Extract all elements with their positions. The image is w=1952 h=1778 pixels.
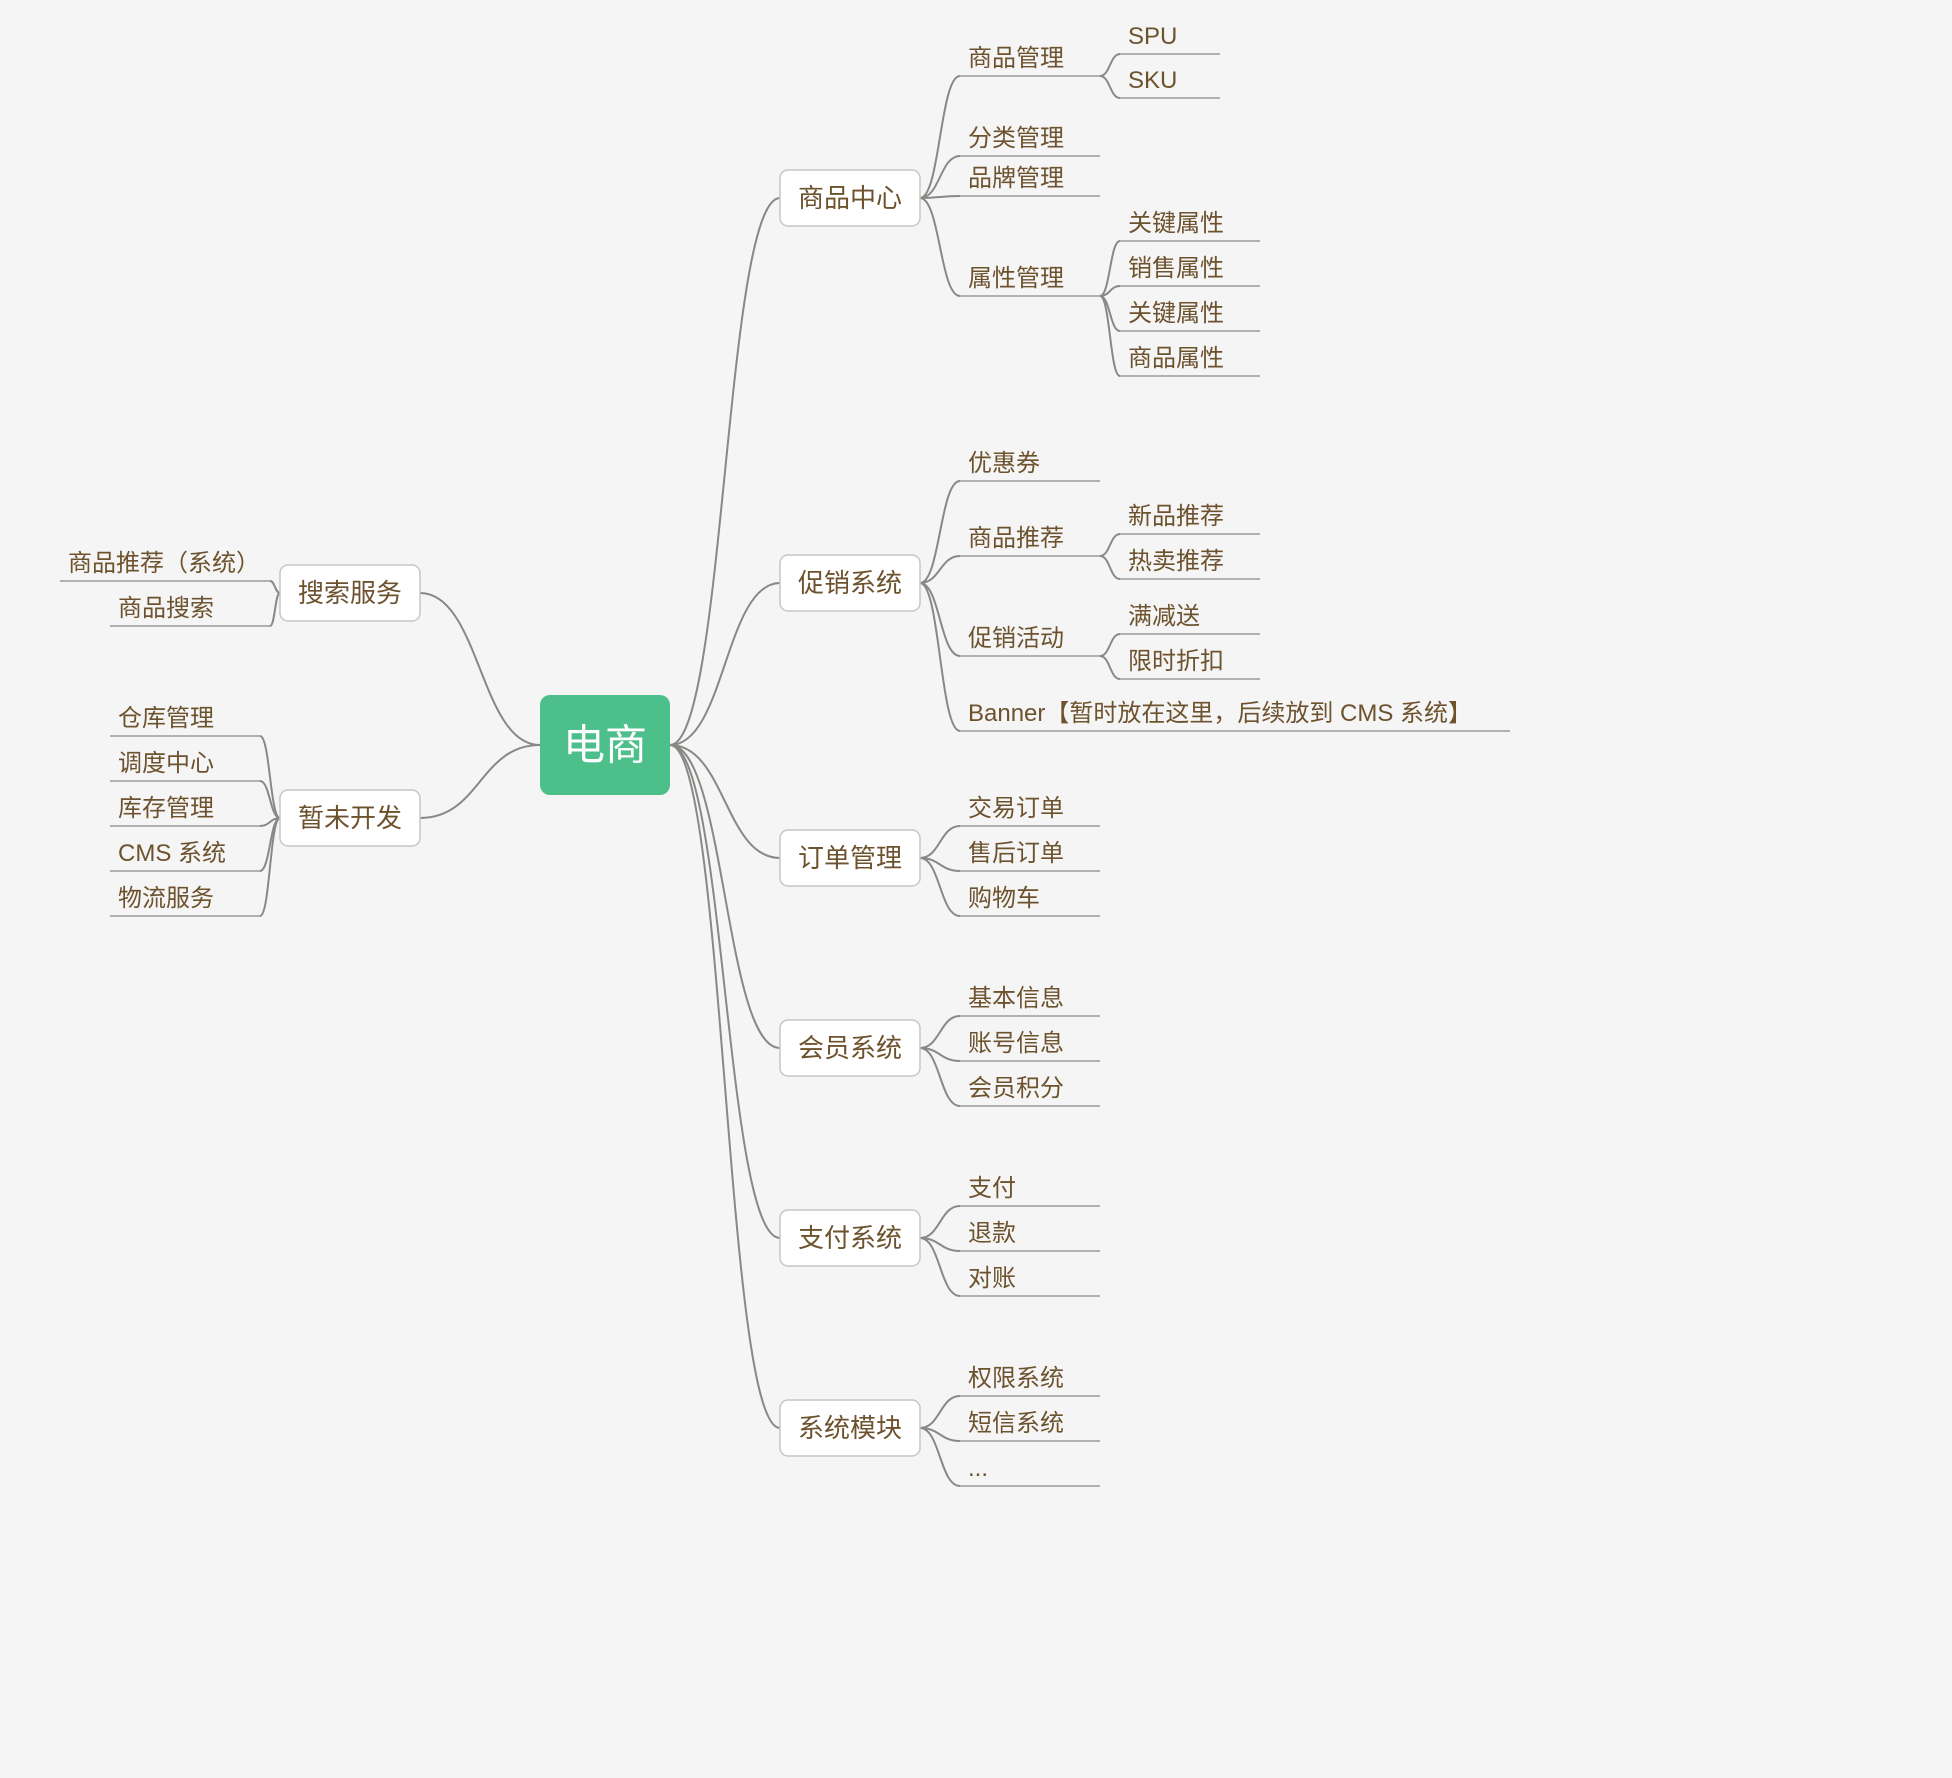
leaf-label[interactable]: 促销活动 [968,625,1064,652]
leaf-label[interactable]: 优惠券 [968,450,1040,477]
leaf-label[interactable]: 商品属性 [1128,345,1224,372]
branch-label: 订单管理 [798,843,902,873]
leaf-label[interactable]: 关键属性 [1128,210,1224,237]
leaf-label[interactable]: 品牌管理 [968,165,1064,192]
leaf-label[interactable]: 交易订单 [968,795,1064,822]
branch-label: 商品中心 [798,183,902,213]
root-label: 电商 [563,722,647,769]
leaf-label[interactable]: 满减送 [1128,603,1200,630]
leaf-label[interactable]: 热卖推荐 [1128,548,1224,575]
leaf-label[interactable]: 调度中心 [118,750,214,777]
branch-label: 支付系统 [798,1223,902,1253]
leaf-label[interactable]: 售后订单 [968,840,1064,867]
leaf-label[interactable]: 分类管理 [968,125,1064,152]
branch-label: 搜索服务 [298,578,402,608]
leaf-label[interactable]: 仓库管理 [118,705,214,732]
leaf-label[interactable]: 销售属性 [1128,255,1224,282]
leaf-label[interactable]: 商品搜索 [118,595,214,622]
leaf-label[interactable]: 新品推荐 [1128,503,1224,530]
leaf-label[interactable]: 属性管理 [968,265,1064,292]
leaf-label[interactable]: 库存管理 [118,795,214,822]
leaf-label[interactable]: CMS 系统 [118,840,226,867]
branch-label: 系统模块 [798,1413,902,1443]
leaf-label[interactable]: 对账 [968,1265,1016,1292]
leaf-label[interactable]: 关键属性 [1128,300,1224,327]
leaf-label[interactable]: 限时折扣 [1128,648,1224,675]
mindmap-canvas: 电商商品中心商品管理SPUSKU分类管理品牌管理属性管理关键属性销售属性关键属性… [0,0,1952,1778]
branch-label: 暂未开发 [298,803,402,833]
leaf-label[interactable]: 商品推荐（系统） [68,550,260,577]
leaf-label[interactable]: 支付 [968,1175,1016,1202]
leaf-label[interactable]: 商品推荐 [968,525,1064,552]
leaf-label[interactable]: 购物车 [968,885,1040,912]
leaf-label[interactable]: 短信系统 [968,1410,1064,1437]
leaf-label[interactable]: ... [968,1455,988,1482]
leaf-label[interactable]: 退款 [968,1220,1016,1247]
branch-label: 促销系统 [798,568,902,598]
branch-label: 会员系统 [798,1033,902,1063]
leaf-label[interactable]: 物流服务 [118,885,214,912]
leaf-label[interactable]: SKU [1128,67,1177,94]
leaf-label[interactable]: 商品管理 [968,45,1064,72]
leaf-label[interactable]: Banner【暂时放在这里，后续放到 CMS 系统】 [968,700,1472,727]
leaf-label[interactable]: 账号信息 [968,1030,1064,1057]
leaf-label[interactable]: 基本信息 [968,985,1064,1012]
leaf-label[interactable]: 会员积分 [968,1075,1064,1102]
leaf-label[interactable]: SPU [1128,23,1177,50]
leaf-label[interactable]: 权限系统 [968,1365,1064,1392]
